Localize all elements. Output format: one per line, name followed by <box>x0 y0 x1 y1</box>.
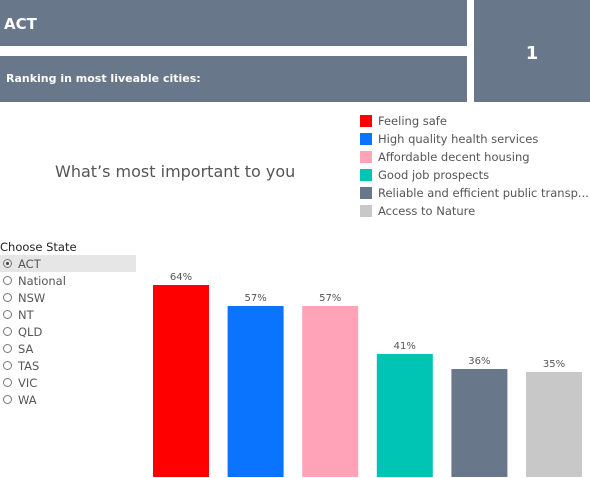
state-option-label: ACT <box>18 256 41 271</box>
legend-label: Feeling safe <box>378 114 447 128</box>
state-option-tas[interactable]: TAS <box>0 357 136 374</box>
bar-4[interactable] <box>451 369 508 477</box>
radio-button[interactable] <box>3 378 12 387</box>
legend-item-health-services[interactable]: High quality health services <box>360 130 590 148</box>
legend-label: Affordable decent housing <box>378 150 530 164</box>
state-option-label: TAS <box>18 358 40 373</box>
importance-bar-chart: 64% 57% 57% 41% 36% 35% <box>153 272 582 477</box>
ranking-label: Ranking in most liveable cities: <box>6 72 201 85</box>
legend-swatch <box>360 151 372 163</box>
state-option-label: WA <box>18 392 37 407</box>
state-option-label: SA <box>18 341 34 356</box>
bar-2[interactable] <box>302 306 359 477</box>
radio-button[interactable] <box>3 344 12 353</box>
state-option-nsw[interactable]: NSW <box>0 289 136 306</box>
bar-value-label: 57% <box>244 293 266 304</box>
state-header-panel: ACT <box>0 0 467 46</box>
state-option-label: QLD <box>18 324 43 339</box>
bar-value-label: 64% <box>170 272 192 283</box>
bar-value-label: 57% <box>319 293 341 304</box>
legend-item-public-transport[interactable]: Reliable and efficient public transp... <box>360 184 590 202</box>
legend-label: High quality health services <box>378 132 539 146</box>
radio-button[interactable] <box>3 361 12 370</box>
bar-1[interactable] <box>227 306 284 477</box>
bar-value-label: 36% <box>468 356 490 367</box>
state-option-label: NT <box>18 307 34 322</box>
legend-swatch <box>360 133 372 145</box>
radio-button[interactable] <box>3 276 12 285</box>
state-option-label: VIC <box>18 375 38 390</box>
question-heading: What’s most important to you <box>55 162 296 181</box>
legend-label: Good job prospects <box>378 168 490 182</box>
state-radio-list: ACT National NSW NT QLD SA TAS VIC WA <box>0 255 136 408</box>
rank-value: 1 <box>525 43 539 64</box>
state-option-label: NSW <box>18 290 46 305</box>
chart-legend: Feeling safe High quality health service… <box>360 112 590 220</box>
legend-swatch <box>360 115 372 127</box>
bar-5[interactable] <box>526 372 582 477</box>
state-option-wa[interactable]: WA <box>0 391 136 408</box>
bar-value-label: 41% <box>394 341 416 352</box>
state-option-vic[interactable]: VIC <box>0 374 136 391</box>
state-title: ACT <box>4 15 37 33</box>
bar-3[interactable] <box>376 354 433 477</box>
state-option-label: National <box>18 273 66 288</box>
state-option-national[interactable]: National <box>0 272 136 289</box>
ranking-panel: Ranking in most liveable cities: <box>0 56 467 102</box>
bar-value-label: 35% <box>543 359 565 370</box>
legend-item-job-prospects[interactable]: Good job prospects <box>360 166 590 184</box>
choose-state-label: Choose State <box>0 240 77 254</box>
state-option-qld[interactable]: QLD <box>0 323 136 340</box>
legend-item-housing[interactable]: Affordable decent housing <box>360 148 590 166</box>
rank-value-panel: 1 <box>474 0 590 102</box>
radio-button[interactable] <box>3 327 12 336</box>
radio-button[interactable] <box>3 259 12 268</box>
state-option-sa[interactable]: SA <box>0 340 136 357</box>
legend-swatch <box>360 205 372 217</box>
radio-button[interactable] <box>3 293 12 302</box>
legend-label: Access to Nature <box>378 204 476 218</box>
state-option-nt[interactable]: NT <box>0 306 136 323</box>
legend-item-feeling-safe[interactable]: Feeling safe <box>360 112 590 130</box>
legend-item-access-to-nature[interactable]: Access to Nature <box>360 202 590 220</box>
radio-button[interactable] <box>3 395 12 404</box>
legend-label: Reliable and efficient public transp... <box>378 186 589 200</box>
legend-swatch <box>360 169 372 181</box>
radio-button[interactable] <box>3 310 12 319</box>
legend-swatch <box>360 187 372 199</box>
state-option-act[interactable]: ACT <box>0 255 136 272</box>
bar-0[interactable] <box>153 285 209 477</box>
